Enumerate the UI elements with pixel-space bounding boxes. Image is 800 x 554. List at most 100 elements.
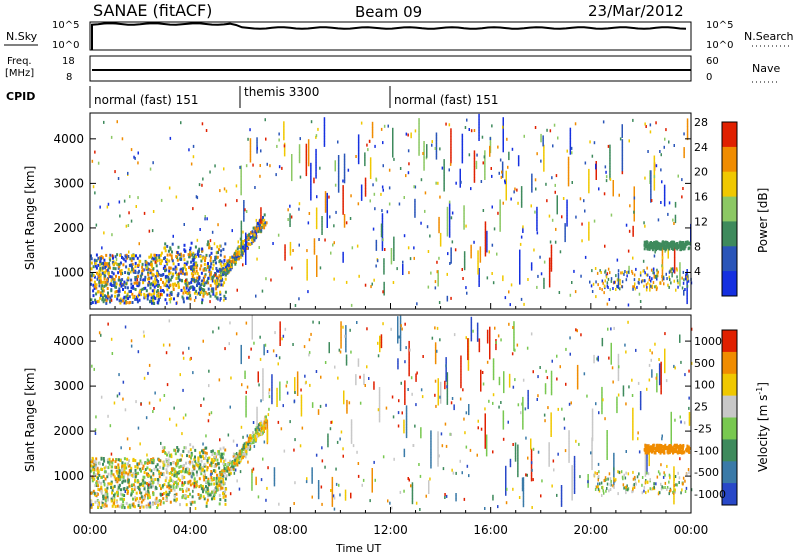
echo-1631 [342, 251, 344, 255]
echo-1265 [495, 339, 497, 342]
echo-830 [215, 256, 218, 260]
echo-2146 [315, 175, 317, 179]
echo-1795 [531, 181, 533, 185]
echo-2006 [310, 168, 312, 172]
echo-2475 [202, 281, 204, 285]
echo-761 [172, 282, 175, 286]
echo-1558 [381, 218, 384, 222]
echo-109 [106, 287, 109, 290]
echo-1276 [324, 191, 327, 195]
echo-1791 [617, 372, 620, 376]
echo-1838 [300, 408, 303, 412]
echo-1997 [310, 192, 312, 196]
cpid-segment-1: normal (fast) 151 [94, 93, 198, 107]
echo-1427 [468, 412, 470, 416]
echo-1130 [256, 434, 259, 438]
echo-163 [117, 266, 120, 270]
echo-1205 [437, 394, 439, 398]
echo-2074 [461, 144, 464, 148]
echo-2746 [643, 247, 646, 251]
echo-1390 [673, 487, 675, 491]
echo-647 [142, 281, 145, 285]
echo-1511 [633, 215, 635, 219]
echo-1577 [610, 356, 612, 360]
echo-561 [164, 275, 167, 279]
echo-718 [149, 475, 152, 479]
echo-1280 [357, 153, 360, 157]
echo-1759 [478, 270, 480, 274]
echo-1284 [357, 142, 360, 146]
echo-1259 [392, 151, 394, 155]
echo-2380 [381, 209, 383, 213]
echo-1788 [279, 381, 281, 385]
echo-2545 [130, 219, 133, 223]
echo-1956 [548, 271, 551, 274]
echo-1159 [224, 262, 226, 266]
echo-598 [167, 451, 170, 455]
echo-1449 [403, 451, 406, 455]
echo-1515 [633, 205, 635, 209]
echo-153 [216, 269, 218, 273]
echo-1952 [548, 281, 551, 285]
echo-1867 [489, 153, 491, 157]
echo-769 [169, 278, 172, 282]
echo-1217 [550, 263, 553, 267]
echo-2665 [408, 271, 410, 275]
echo-2552 [175, 301, 178, 305]
echo-2116 [505, 178, 507, 182]
echo-299 [114, 290, 117, 294]
echo-354 [159, 465, 162, 469]
echo-1579 [450, 128, 452, 132]
echo-1368 [439, 398, 442, 401]
echo-176 [202, 448, 205, 452]
echo-1131 [242, 240, 244, 243]
echo-710 [220, 264, 223, 268]
echo-2899 [670, 243, 673, 247]
echo-1257 [646, 455, 648, 458]
echo-213 [194, 459, 197, 463]
echo-2539 [192, 207, 194, 211]
echo-595 [170, 471, 173, 474]
echo-410 [123, 473, 126, 477]
echo-1075 [263, 213, 266, 217]
cpid-label: CPID [6, 90, 35, 103]
echo-3008 [669, 269, 671, 273]
echo-2024 [245, 232, 247, 236]
echo-448 [196, 284, 198, 287]
echo-1437 [571, 492, 573, 496]
echo-260 [152, 283, 154, 287]
echo-730 [140, 500, 143, 504]
echo-1213 [609, 147, 611, 151]
echo-1701 [306, 269, 308, 273]
echo-3004 [656, 268, 658, 272]
echo-308 [200, 459, 203, 463]
echo-1780 [661, 270, 664, 274]
echo-346 [116, 477, 119, 481]
echo-1296 [379, 343, 381, 347]
echo-1721 [486, 337, 489, 341]
echo-1780 [517, 447, 519, 451]
echo-466 [90, 274, 93, 278]
echo-6 [117, 289, 120, 293]
echo-633 [101, 503, 104, 507]
echo-1545 [478, 346, 481, 350]
echo-1097 [263, 423, 266, 427]
echo-1297 [379, 341, 381, 345]
echo-2352 [659, 150, 661, 153]
echo-204 [200, 271, 203, 275]
echo-2427 [237, 240, 239, 244]
echo-1467 [517, 160, 520, 164]
echo-2466 [534, 210, 536, 214]
echo-1441 [571, 481, 573, 485]
echo-280 [218, 502, 221, 506]
echo-804 [192, 259, 195, 263]
echo-293 [169, 271, 172, 275]
echo-2934 [656, 272, 658, 276]
echo-1238 [371, 135, 374, 139]
echo-2097 [360, 197, 363, 201]
echo-815 [105, 262, 108, 266]
echo-1055 [255, 232, 258, 236]
echo-99 [185, 461, 187, 465]
echo-1609 [508, 373, 511, 377]
